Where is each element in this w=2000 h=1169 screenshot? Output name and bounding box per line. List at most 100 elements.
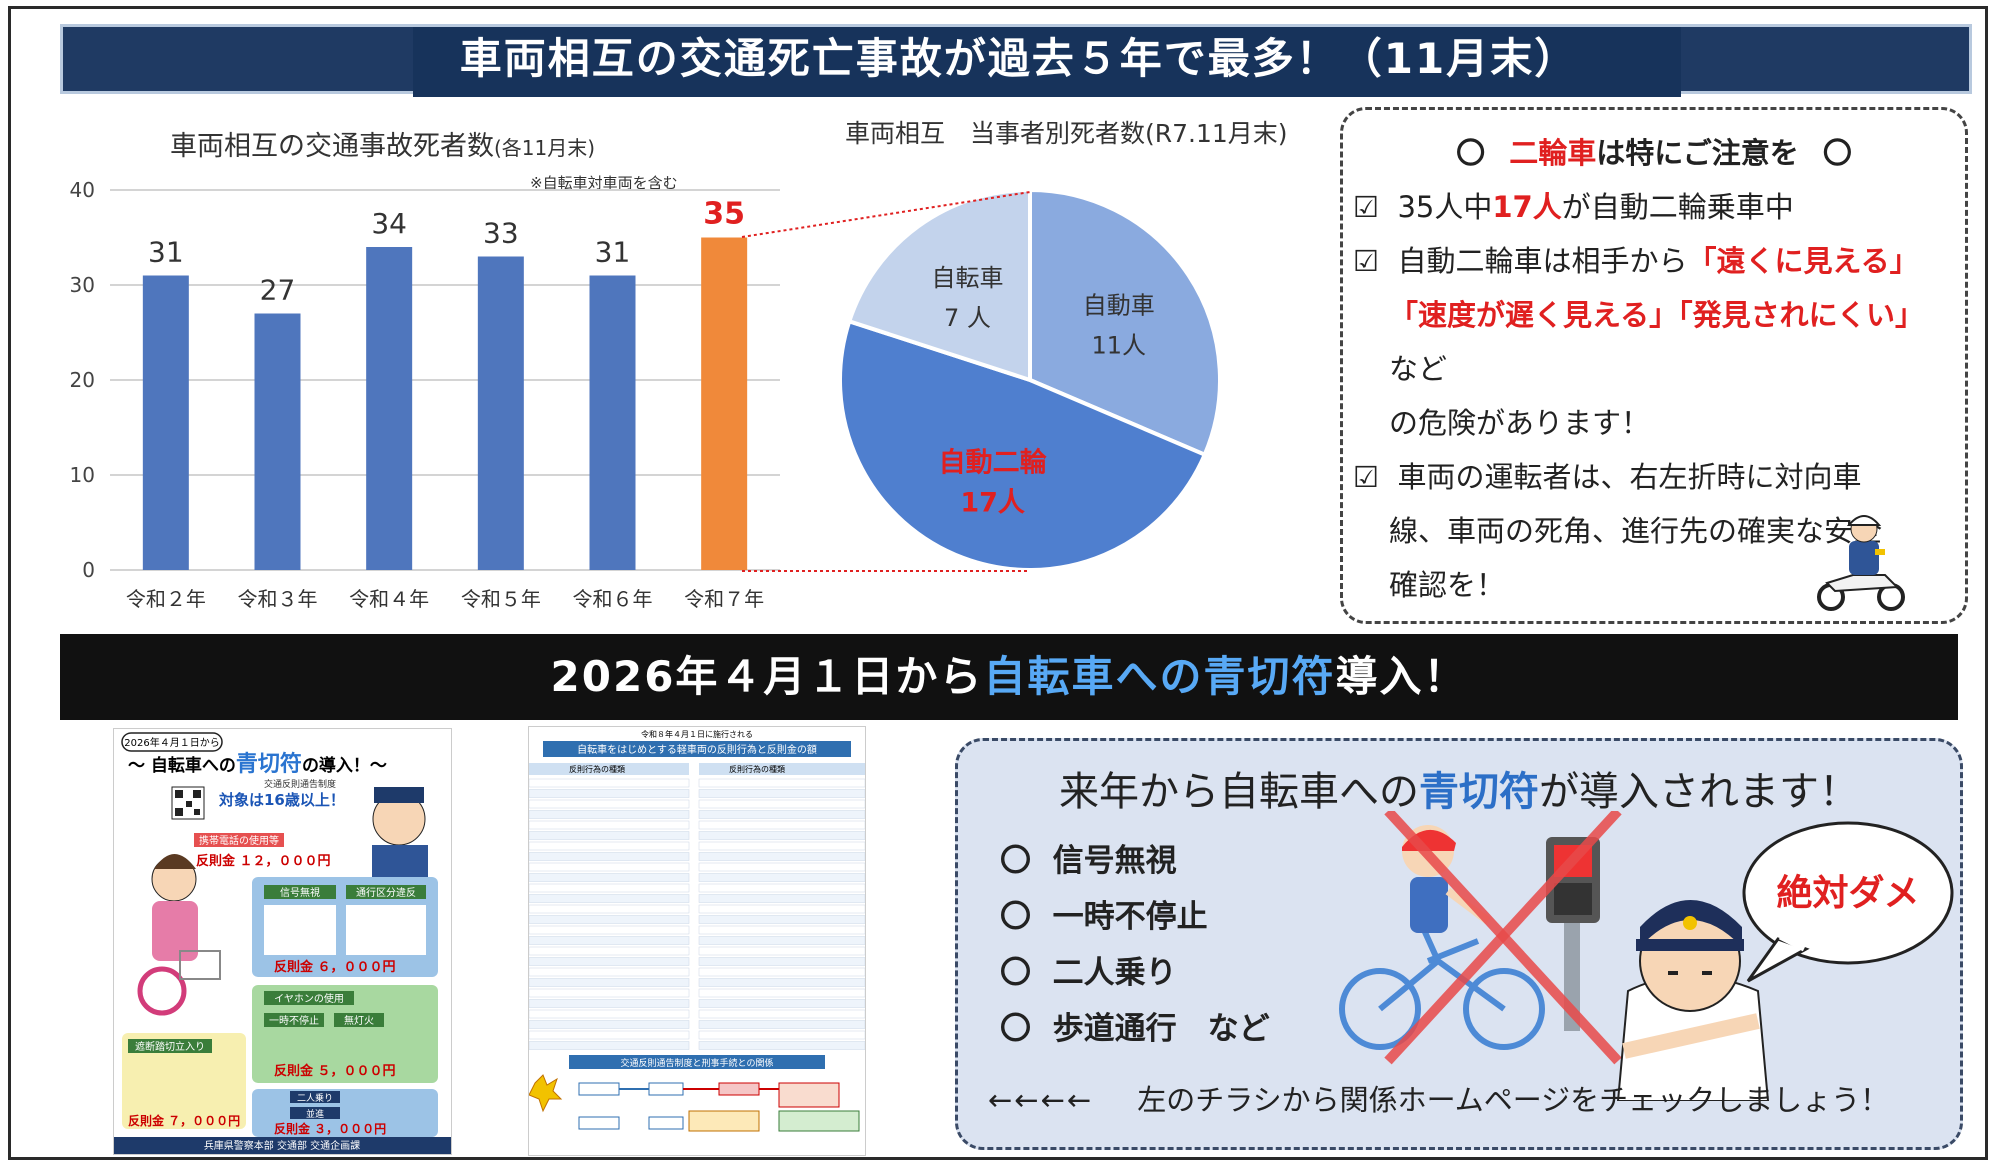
callout-body: ☑ 35人中17人が自動二輪乗車中 ☑ 自動二輪車は相手から「遠くに見える」 「… bbox=[1353, 180, 1953, 612]
bar bbox=[477, 256, 524, 570]
cyclist-icon bbox=[1339, 825, 1545, 1050]
violation-label: 信号無視 bbox=[1052, 843, 1177, 879]
pie-chart-title: 車両相互 当事者別死者数(R7.11月末) bbox=[845, 119, 1288, 148]
penalty-table-flyer-thumbnail[interactable]: 令和８年４月１日に施行される 自転車をはじめとする軽車両の反則行為と反則金の額 … bbox=[528, 726, 866, 1156]
violation-label: 一時不停止 bbox=[1052, 899, 1208, 935]
flyer2-row-left bbox=[528, 778, 690, 788]
flyer2-row-right bbox=[698, 1009, 866, 1019]
callout-line-4: の危険があります！ bbox=[1389, 406, 1651, 440]
flyer2-row-left bbox=[528, 967, 690, 977]
flyer2-row-right bbox=[698, 1030, 866, 1040]
flyer1-fine5: 反則金 ３，０００円 bbox=[274, 1121, 386, 1136]
y-tick-label: 20 bbox=[70, 368, 95, 392]
left-arrows-icon: ←←←← bbox=[988, 1083, 1094, 1117]
no-violation-illustration: 絶対ダメ bbox=[1339, 811, 1954, 1101]
sub-banner-text-blue: 自転車への青切符 bbox=[983, 652, 1336, 701]
sub-banner-text: 2026年４月１日から自転車への青切符導入！ bbox=[60, 634, 1958, 720]
flyer1-sidewalk: 通行区分違反 bbox=[356, 886, 416, 899]
info-heading-b: が導入されます！ bbox=[1539, 769, 1859, 815]
flyer2-row-left bbox=[528, 810, 690, 819]
flyer1-signal: 信号無視 bbox=[280, 886, 320, 899]
sub-banner-text-a: 2026年４月１日から bbox=[550, 652, 984, 701]
y-tick-label: 0 bbox=[82, 558, 95, 582]
flyer2-graphic: 令和８年４月１日に施行される 自転車をはじめとする軽車両の反則行為と反則金の額 … bbox=[528, 727, 866, 1155]
flyer1-stop: 一時不停止 bbox=[269, 1014, 319, 1027]
circle-bullet-icon: 〇 bbox=[1000, 1011, 1031, 1047]
callout-line-1-b: が自動二輪乗車中 bbox=[1561, 190, 1794, 224]
speech-bubble: 絶対ダメ bbox=[1742, 821, 1954, 983]
callout-line-2-red: 「遠くに見える」 bbox=[1687, 244, 1919, 278]
flyer2-row-left bbox=[528, 1009, 690, 1019]
flyer2-row-right bbox=[698, 862, 866, 872]
flyer2-row-left bbox=[528, 925, 690, 935]
flyer1-fine1: 反則金 １２，０００円 bbox=[196, 853, 331, 869]
flyer2-row-right bbox=[698, 946, 866, 956]
flyer2-row-right bbox=[698, 841, 866, 851]
flyer2-row-right bbox=[698, 873, 866, 882]
x-tick-label: 令和３年 bbox=[238, 587, 318, 611]
flyer1-crossing: 遮断踏切立入り bbox=[135, 1040, 205, 1053]
bar-chart-title: 車両相互の交通事故死者数(各11月末) bbox=[170, 124, 595, 163]
violation-list: 〇 信号無視 〇 一時不停止 〇 二人乗り 〇 歩道通行 など bbox=[1000, 833, 1270, 1057]
y-tick-label: 10 bbox=[70, 463, 95, 487]
x-tick-label: 令和７年 bbox=[684, 587, 764, 611]
flyer1-graphic: 2026年４月１日から ～ 自転車への青切符の導入！～ 交通反則通告制度 対象は… bbox=[114, 729, 451, 1154]
callout-line-1: ☑ 35人中17人が自動二輪乗車中 bbox=[1353, 180, 1953, 234]
flyer2-row-right bbox=[698, 789, 866, 798]
flyer2-row-left bbox=[528, 799, 690, 809]
flyer2-row-right bbox=[698, 820, 866, 830]
callout-heading-rest: は特にご注意を bbox=[1596, 136, 1799, 170]
circle-mark-left: 〇 bbox=[1456, 136, 1486, 170]
title-banner: 車両相互の交通死亡事故が過去５年で最多！（11月末） bbox=[60, 24, 1972, 97]
flyer2-row-right bbox=[698, 894, 866, 903]
bar-chart-title-main: 車両相互の交通事故死者数 bbox=[170, 131, 494, 162]
callout-line-1-red: 17人 bbox=[1492, 190, 1562, 224]
pie-slice-value: 17人 bbox=[960, 488, 1025, 519]
flyer2-row-left bbox=[528, 862, 690, 872]
violation-label: 二人乗り bbox=[1052, 955, 1177, 991]
chart-connector bbox=[741, 191, 1031, 572]
circle-bullet-icon: 〇 bbox=[1000, 899, 1031, 935]
flyer1-fine2: 反則金 ６，０００円 bbox=[274, 959, 396, 975]
info-footer-text: 左のチラシから関係ホームページをチェックしましょう！ bbox=[1137, 1083, 1890, 1117]
info-heading-blue: 青切符 bbox=[1419, 769, 1539, 815]
pie-slice-label: 自転車 bbox=[931, 264, 1003, 292]
x-tick-label: 令和６年 bbox=[573, 587, 653, 611]
connector-line-top bbox=[741, 191, 1031, 238]
flyer1-fine4: 反則金 ７，０００円 bbox=[128, 1113, 240, 1128]
flyer2-row-left bbox=[528, 1020, 690, 1029]
bar-chart: 0 10 20 30 40 31 令和２年 27 令和３年 34 令和４年 33 令和５年 31 令和６年 3… bbox=[70, 178, 780, 611]
flyer1-date: 2026年４月１日から bbox=[124, 736, 219, 749]
flyer2-row-left bbox=[528, 978, 690, 987]
circle-bullet-icon: 〇 bbox=[1000, 955, 1031, 991]
pie-slice bbox=[1028, 187, 1222, 458]
bar-value-label: 34 bbox=[371, 207, 407, 240]
flyer2-top: 令和８年４月１日に施行される bbox=[641, 729, 753, 739]
bar-value-label: 35 bbox=[703, 197, 745, 232]
flyer2-row-left bbox=[528, 999, 690, 1008]
callout-line-5-text: 車両の運転者は、右左折時に対向車 bbox=[1397, 460, 1862, 494]
checkbox-icon: ☑ bbox=[1353, 460, 1379, 494]
checkbox-icon: ☑ bbox=[1353, 190, 1379, 224]
bar bbox=[142, 275, 189, 570]
flyer2-row-left bbox=[528, 820, 690, 830]
callout-line-5: ☑ 車両の運転者は、右左折時に対向車 bbox=[1353, 450, 1953, 504]
blue-ticket-flyer-thumbnail[interactable]: 2026年４月１日から ～ 自転車への青切符の導入！～ 交通反則通告制度 対象は… bbox=[113, 728, 452, 1155]
flyer2-row-right bbox=[698, 957, 866, 966]
flyer2-row-right bbox=[698, 967, 866, 977]
callout-line-3-b: など bbox=[1389, 352, 1448, 386]
flyer1-parallel: 並進 bbox=[306, 1108, 324, 1120]
flyer2-row-left bbox=[528, 957, 690, 966]
bar bbox=[701, 237, 748, 570]
callout-line-3-red: 「速度が遅く見える」「発見されにくい」 bbox=[1389, 298, 1925, 332]
flyer2-col2: 反則行為の種類 bbox=[729, 764, 785, 774]
callout-line-2: ☑ 自動二輪車は相手から「遠くに見える」 bbox=[1353, 234, 1953, 288]
flyer2-row-right bbox=[698, 904, 866, 914]
flyer2-section: 交通反則通告制度と刑事手続との関係 bbox=[621, 1057, 774, 1069]
circle-bullet-icon: 〇 bbox=[1000, 843, 1031, 879]
violation-item: 〇 一時不停止 bbox=[1000, 889, 1270, 945]
y-tick-label: 40 bbox=[70, 178, 95, 202]
flyer2-row-right bbox=[698, 810, 866, 819]
flyer2-row-right bbox=[698, 852, 866, 861]
title-banner-inner bbox=[413, 27, 1681, 97]
